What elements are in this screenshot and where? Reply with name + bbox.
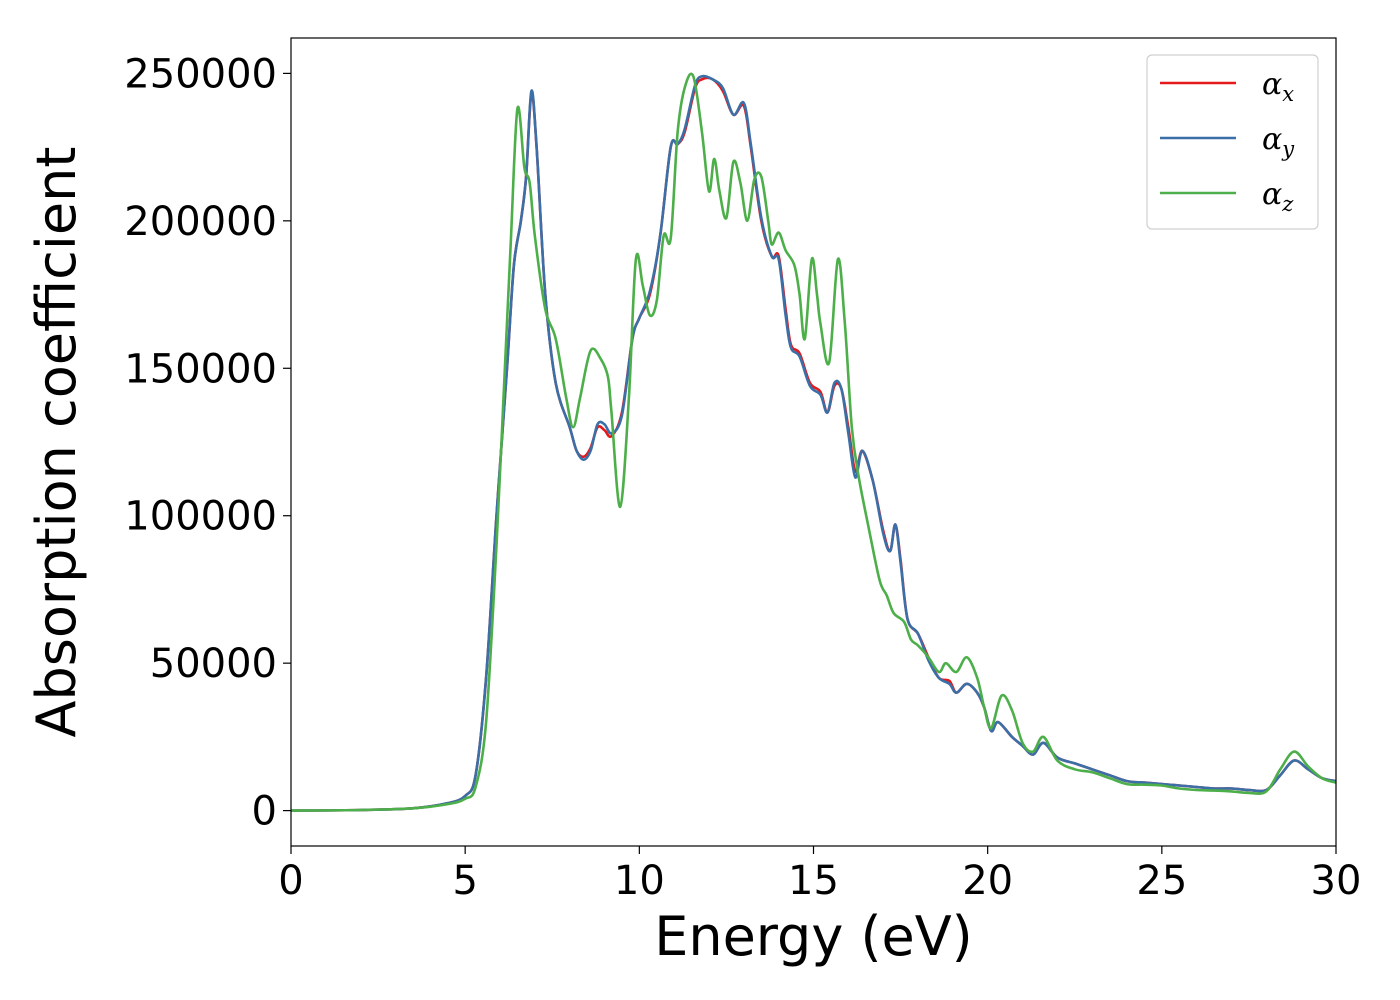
y-tick-label: 150000 (124, 346, 277, 392)
x-tick-label: 10 (614, 858, 665, 904)
x-tick-label: 0 (278, 858, 303, 904)
legend-label-z: αz (1262, 177, 1294, 216)
legend-label-x: αx (1262, 67, 1294, 106)
x-tick-label: 20 (962, 858, 1013, 904)
y-tick-label: 200000 (124, 199, 277, 245)
x-axis-title: Energy (eV) (654, 905, 973, 968)
x-tick-label: 25 (1136, 858, 1187, 904)
y-axis: 0 50000 100000 150000 200000 250000 (124, 51, 291, 835)
y-tick-label: 0 (252, 789, 277, 835)
y-tick-label: 100000 (124, 494, 277, 540)
x-axis: 0 5 10 15 20 25 30 (278, 846, 1361, 904)
x-tick-label: 30 (1311, 858, 1362, 904)
y-tick-label: 50000 (150, 641, 277, 687)
y-axis-title: Absorption coefficient (25, 147, 88, 738)
legend: αx αy αz (1146, 54, 1319, 230)
series-line-y (291, 74, 1336, 812)
x-tick-label: 5 (452, 858, 477, 904)
y-tick-label: 250000 (124, 51, 277, 97)
legend-frame (1146, 54, 1319, 230)
series-line-z (291, 72, 1336, 812)
x-tick-label: 15 (788, 858, 839, 904)
legend-label-y: αy (1262, 122, 1295, 161)
series-layer (291, 72, 1336, 812)
